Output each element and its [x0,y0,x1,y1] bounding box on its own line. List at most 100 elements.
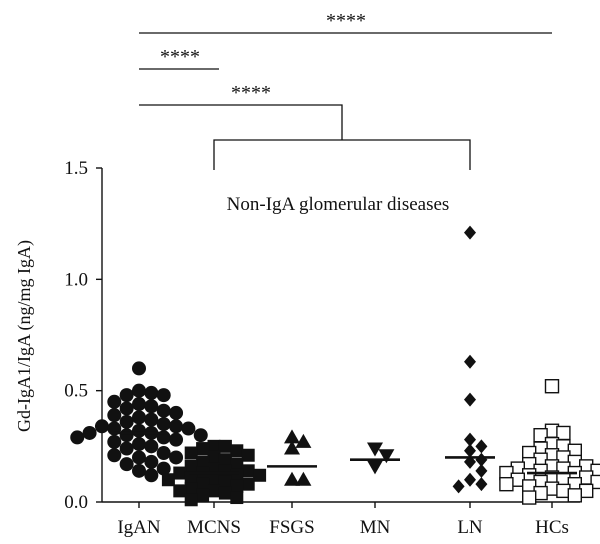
data-point [119,457,134,472]
data-point [230,491,244,505]
data-point [367,460,383,475]
y-tick-label: 0.5 [64,381,88,402]
y-tick-label: 1.0 [64,269,88,290]
group-mn [367,442,395,475]
data-point [241,448,255,462]
data-point [464,432,476,447]
data-point [207,439,221,453]
data-point [156,388,171,403]
x-ticks: IgAN MCNS FSGS MN LN HCs [117,502,569,538]
data-point [144,385,159,400]
bracket-igan-nonigan [139,104,343,140]
bracket-nonigan-group [213,139,471,170]
median-lines [114,431,577,475]
data-point [196,488,210,502]
data-point [156,446,171,461]
data-point [132,450,146,465]
x-tick-label: MN [360,517,391,538]
data-point [241,464,255,478]
data-point [119,428,134,443]
data-point [522,490,537,505]
data-point [82,425,97,440]
data-point [241,477,255,491]
data-point [132,361,146,376]
data-point [144,439,159,454]
data-point [464,225,476,240]
data-point [184,459,198,473]
data-point [230,479,244,493]
data-point [452,479,465,494]
data-points [70,225,600,507]
data-point [156,403,171,418]
data-point [132,423,146,438]
data-point [173,484,187,498]
significance-brackets: **** **** **** Non-IgA glomerular diseas… [139,10,552,215]
data-point [107,448,122,463]
data-point [119,388,134,403]
y-tick-label: 1.5 [64,158,88,179]
data-point [169,450,184,465]
data-point [284,440,300,455]
data-point [475,439,488,454]
x-tick-label: MCNS [187,517,241,538]
data-point [94,419,109,434]
data-point [367,442,383,457]
data-point [218,464,232,478]
data-point [218,486,232,500]
data-point [119,414,134,429]
data-point [161,473,175,487]
data-point [475,463,488,478]
data-point [132,397,146,412]
data-point [544,379,560,394]
data-point [207,450,221,464]
axes [101,168,580,503]
data-point [169,432,184,447]
data-point [295,471,312,486]
data-point [184,493,198,507]
group-hcs [499,379,600,505]
data-point [590,474,600,490]
data-point [132,463,146,478]
y-tick-label: 0.0 [64,492,88,513]
data-point [156,417,171,432]
data-point [107,408,122,423]
data-point [119,401,134,416]
data-point [173,466,187,480]
data-point [499,476,514,492]
data-point [70,430,85,445]
group-fsgs [284,429,312,486]
data-point [144,412,159,427]
data-point [196,455,210,469]
group-mcns [161,439,267,507]
data-point [144,468,159,483]
data-point [119,441,134,456]
data-point [184,482,198,496]
data-point [464,392,476,407]
data-point [230,468,244,482]
sig-igan-hcs: **** [326,10,366,32]
data-point [284,429,300,444]
x-tick-label: HCs [535,517,569,538]
data-point [207,484,221,498]
data-point [284,471,300,486]
group-label: Non-IgA glomerular diseases [227,194,450,215]
data-point [107,394,122,409]
data-point [253,468,267,482]
y-axis-label: Gd-IgA1/IgA (ng/mg IgA) [14,240,35,432]
x-tick-label: IgAN [117,517,161,538]
data-point [193,428,208,443]
data-point [230,457,244,471]
data-point [169,405,184,420]
y-ticks: 0.0 0.5 1.0 1.5 [64,158,102,513]
data-point [567,488,582,503]
data-point [475,477,488,492]
x-tick-label: FSGS [269,517,314,538]
data-point [132,383,146,398]
data-point [464,443,476,458]
data-point [144,399,159,414]
group-igan [70,361,208,483]
data-point [184,446,198,460]
data-point [218,439,232,453]
data-point [144,454,159,469]
